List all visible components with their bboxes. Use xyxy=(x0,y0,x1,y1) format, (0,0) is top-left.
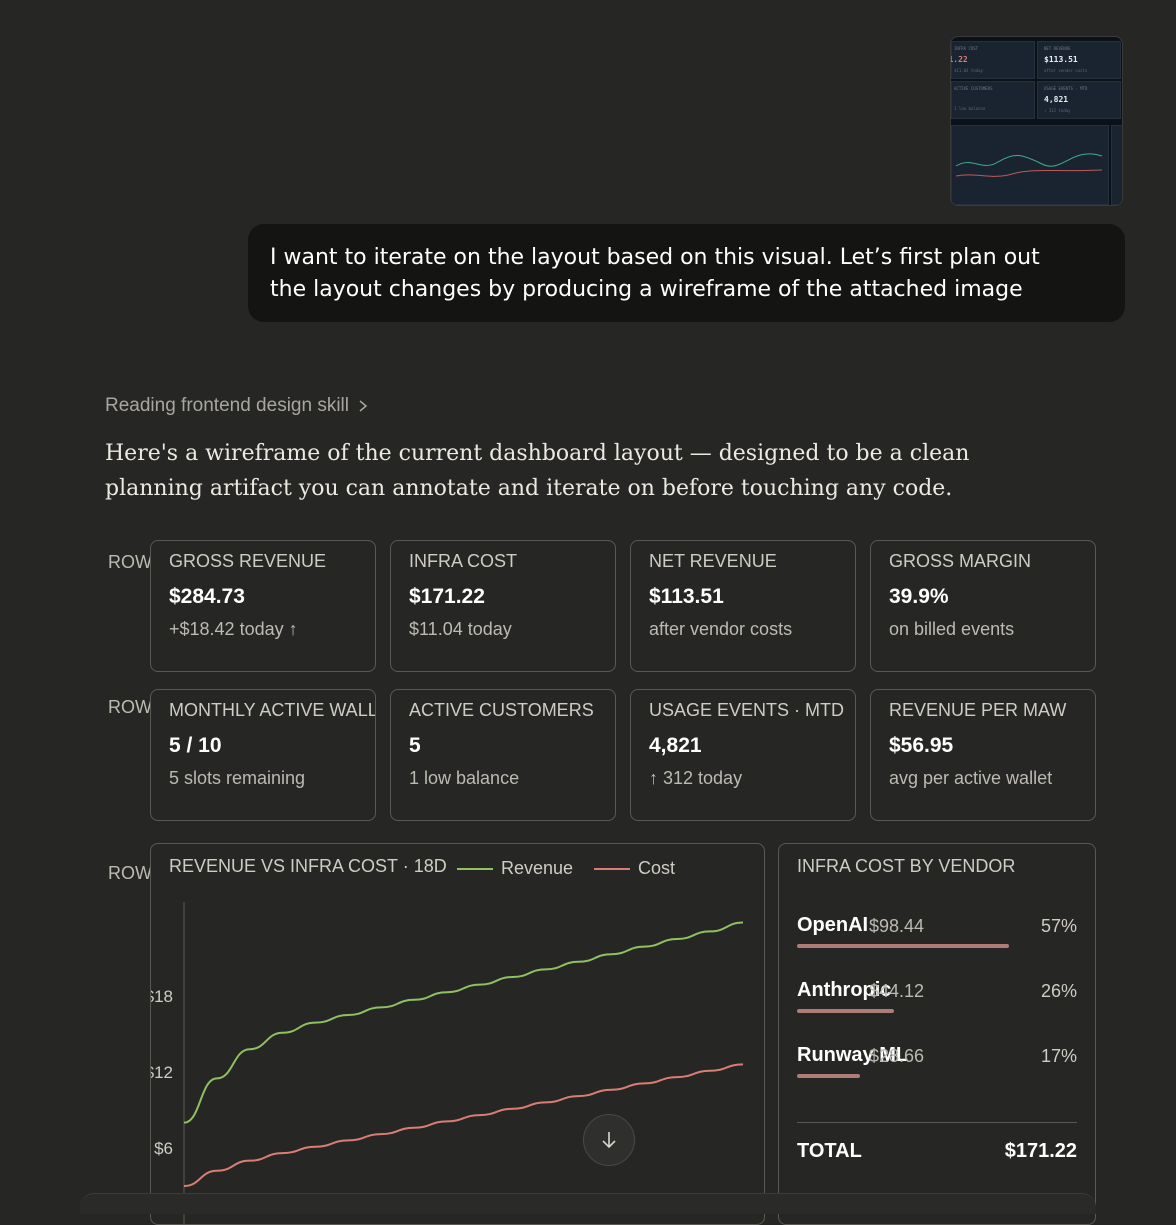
kpi-card-gross-margin: GROSS MARGIN 39.9% on billed events xyxy=(870,540,1096,672)
thumb-chart-panel xyxy=(951,125,1109,205)
user-message-bubble: I want to iterate on the layout based on… xyxy=(248,224,1125,322)
composer-edge xyxy=(80,1193,1096,1214)
kpi-card-gross-revenue: GROSS REVENUE $284.73 +$18.42 today ↑ xyxy=(150,540,376,672)
thumb-card-sub: ↑ 312 today xyxy=(1044,108,1071,113)
legend-cost-swatch xyxy=(594,867,630,870)
thumb-card-sub: $11.04 today xyxy=(954,68,983,73)
row-label-3: ROW xyxy=(108,863,150,883)
chevron-right-icon xyxy=(359,400,368,412)
thumb-card-sub: after vendor costs xyxy=(1044,68,1088,73)
vendor-name: OpenAI xyxy=(797,914,869,936)
thumb-revenue-line xyxy=(955,153,1103,167)
kpi-sub: ↑ 312 today xyxy=(649,768,743,788)
kpi-value: $171.22 xyxy=(409,585,485,608)
kpi-sub: 1 low balance xyxy=(409,768,520,788)
vendor-name: Anthropic xyxy=(797,979,892,1001)
kpi-sub: 5 slots remaining xyxy=(169,768,306,788)
kpi-card-usage-events: USAGE EVENTS · MTD 4,821 ↑ 312 today xyxy=(630,689,856,821)
legend-revenue-label: Revenue xyxy=(501,858,574,878)
kpi-label: USAGE EVENTS · MTD xyxy=(649,700,845,720)
kpi-value: $113.51 xyxy=(649,585,724,608)
revenue-chart-panel: REVENUE VS INFRA COST · 18D Revenue Cost… xyxy=(150,843,765,1225)
vendor-share-bar xyxy=(797,944,1009,948)
cost-series-line xyxy=(183,1063,744,1187)
scroll-to-bottom-button[interactable] xyxy=(583,1114,635,1166)
kpi-label: INFRA COST xyxy=(409,551,518,571)
vendor-amount: $44.12 xyxy=(869,981,925,1001)
user-message-text: I want to iterate on the layout based on… xyxy=(270,245,1040,302)
y-tick-label: $18 xyxy=(151,987,173,1006)
thumb-card-value: $113.51 xyxy=(1044,55,1078,64)
kpi-label: REVENUE PER MAW xyxy=(889,700,1067,720)
thumb-card-label: INFRA COST xyxy=(954,46,979,51)
thumb-card-label: USAGE EVENTS · MTD xyxy=(1044,86,1088,91)
thumb-card-value: 4,821 xyxy=(1044,95,1069,104)
thumb-card-label: ACTIVE CUSTOMERS xyxy=(954,86,993,91)
thumb-card-label: NET REVENUE xyxy=(1044,46,1071,51)
kpi-value: $284.73 xyxy=(169,585,245,608)
vendor-amount: $28.66 xyxy=(869,1046,925,1066)
thumb-cost-line xyxy=(955,169,1103,177)
vendor-amount: $98.44 xyxy=(869,916,925,936)
vendor-percent: 26% xyxy=(1040,981,1077,1001)
kpi-label: MONTHLY ACTIVE WALLETS xyxy=(169,700,375,720)
y-tick-label: $12 xyxy=(151,1063,173,1082)
vendor-share-bar xyxy=(797,1009,894,1013)
vendor-total-label: TOTAL xyxy=(797,1140,862,1162)
kpi-label: GROSS MARGIN xyxy=(889,551,1032,571)
vendor-divider xyxy=(797,1122,1077,1123)
kpi-value: 4,821 xyxy=(649,734,702,757)
kpi-card-active-customers: ACTIVE CUSTOMERS 5 1 low balance xyxy=(390,689,616,821)
kpi-card-infra-cost: INFRA COST $171.22 $11.04 today xyxy=(390,540,616,672)
vendor-percent: 17% xyxy=(1040,1046,1077,1066)
thumb-card-usage: USAGE EVENTS · MTD 4,821 ↑ 312 today xyxy=(1037,81,1121,119)
kpi-value: $56.95 xyxy=(889,734,954,757)
kpi-sub: avg per active wallet xyxy=(889,768,1053,788)
kpi-sub: +$18.42 today ↑ xyxy=(169,619,298,639)
legend-cost: Cost xyxy=(594,858,675,879)
row-label-2: ROW xyxy=(108,697,150,717)
kpi-card-net-revenue: NET REVENUE $113.51 after vendor costs xyxy=(630,540,856,672)
thumb-chart-svg xyxy=(955,153,1103,177)
row-label-1: ROW xyxy=(108,552,150,572)
kpi-card-monthly-active-wallets: MONTHLY ACTIVE WALLETS 5 / 10 5 slots re… xyxy=(150,689,376,821)
vendor-share-bar xyxy=(797,1074,860,1078)
kpi-label: GROSS REVENUE xyxy=(169,551,327,571)
vendor-panel-title: INFRA COST BY VENDOR xyxy=(797,856,1016,876)
skill-status-label: Reading frontend design skill xyxy=(105,395,349,416)
line-chart-svg: $18 $12 $6 xyxy=(151,902,744,1224)
y-tick-label: $6 xyxy=(154,1139,173,1158)
kpi-value: 5 / 10 xyxy=(169,734,222,757)
kpi-sub: $11.04 today xyxy=(409,619,512,639)
assistant-reply-text: Here's a wireframe of the current dashbo… xyxy=(105,441,970,501)
legend-revenue-swatch xyxy=(457,867,493,870)
chart-title: REVENUE VS INFRA COST · 18D xyxy=(169,856,447,876)
thumb-card-net-revenue: NET REVENUE $113.51 after vendor costs xyxy=(1037,41,1121,79)
kpi-sub: on billed events xyxy=(889,619,1015,639)
kpi-label: ACTIVE CUSTOMERS xyxy=(409,700,594,720)
vendor-name: Runway ML xyxy=(797,1044,909,1066)
attached-image-thumbnail[interactable]: INFRA COST $171.22 $11.04 today NET REVE… xyxy=(950,36,1123,206)
thumb-side-panel xyxy=(1111,125,1122,205)
legend-revenue: Revenue xyxy=(457,858,573,879)
kpi-sub: after vendor costs xyxy=(649,619,793,639)
thumb-card-sub: 1 low balance xyxy=(954,106,986,111)
kpi-label: NET REVENUE xyxy=(649,551,777,571)
kpi-value: 39.9% xyxy=(889,585,949,608)
arrow-down-icon xyxy=(602,1132,616,1149)
vendor-percent: 57% xyxy=(1040,916,1077,936)
kpi-value: 5 xyxy=(409,734,421,757)
kpi-card-revenue-per-maw: REVENUE PER MAW $56.95 avg per active wa… xyxy=(870,689,1096,821)
skill-status-link[interactable]: Reading frontend design skill xyxy=(105,395,369,417)
revenue-series-line xyxy=(183,921,744,1124)
vendor-total-value: $171.22 xyxy=(1004,1140,1077,1162)
thumb-card-value: $171.22 xyxy=(950,55,968,64)
vendor-cost-panel: INFRA COST BY VENDOR OpenAI $98.44 57% A… xyxy=(778,843,1096,1225)
thumb-card-infra-cost: INFRA COST $171.22 $11.04 today xyxy=(951,41,1035,79)
thumb-card-customers: ACTIVE CUSTOMERS 1 low balance xyxy=(951,81,1035,119)
legend-cost-label: Cost xyxy=(638,858,676,878)
